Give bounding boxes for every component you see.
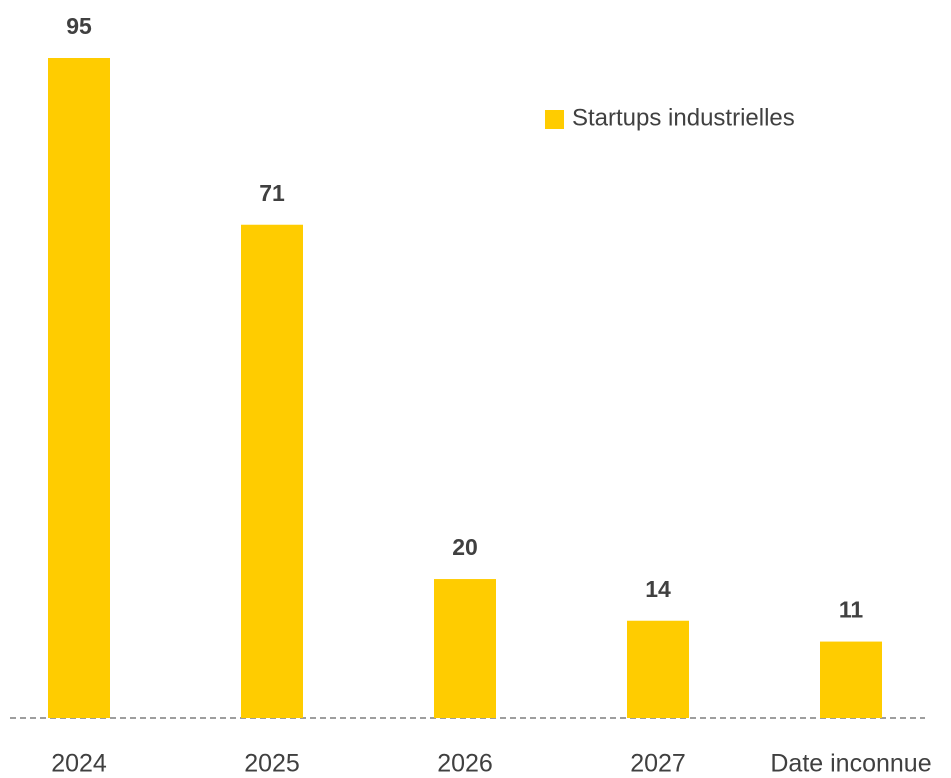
data-label: 11	[839, 597, 864, 623]
x-tick-label: 2027	[630, 750, 686, 773]
bar	[241, 224, 303, 718]
legend-swatch	[545, 110, 564, 129]
data-label: 20	[452, 534, 478, 560]
bar	[820, 641, 882, 718]
legend-label: Startups industrielles	[572, 104, 795, 131]
data-label: 95	[66, 13, 92, 39]
bar	[434, 579, 496, 718]
bar	[627, 620, 689, 718]
data-label: 14	[645, 576, 671, 602]
bar	[48, 58, 110, 718]
x-tick-label: 2024	[51, 750, 107, 773]
x-tick-label: 2025	[244, 750, 300, 773]
x-tick-label: Date inconnue	[770, 750, 931, 773]
data-label: 71	[259, 180, 285, 206]
x-tick-label: 2026	[437, 750, 493, 773]
